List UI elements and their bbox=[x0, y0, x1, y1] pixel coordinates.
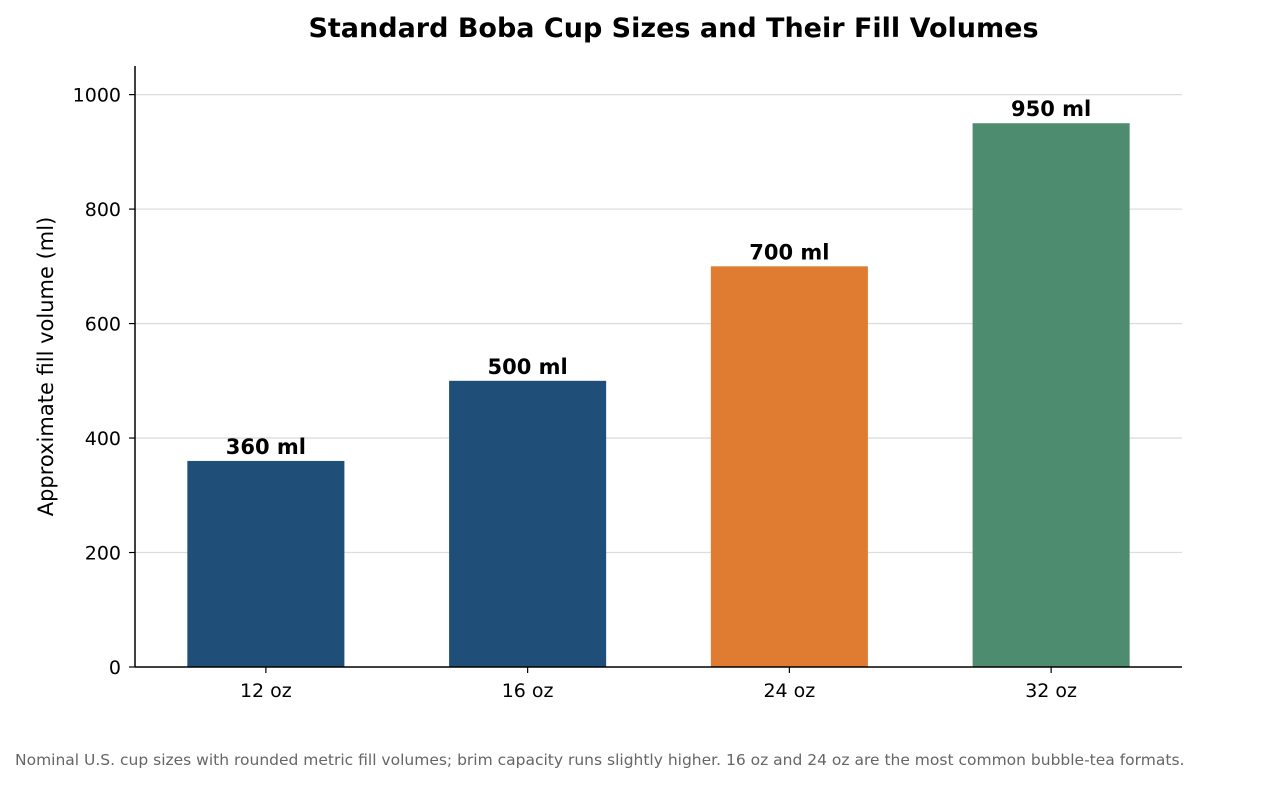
bar-24-oz bbox=[710, 266, 868, 667]
bar-32-oz bbox=[972, 123, 1130, 667]
data-label: 700 ml bbox=[749, 240, 829, 264]
axes: 0 200 400 600 800 1000 12 oz 16 oz 24 oz 32 oz bbox=[73, 66, 1182, 702]
y-tick-label: 0 bbox=[109, 657, 121, 679]
footnote: Nominal U.S. cup sizes with rounded metr… bbox=[15, 751, 1185, 769]
data-label: 500 ml bbox=[488, 355, 568, 379]
y-tick-label: 200 bbox=[85, 543, 121, 565]
x-tick-label: 32 oz bbox=[1025, 680, 1077, 702]
data-labels: 360 ml 500 ml 700 ml 950 ml bbox=[226, 97, 1091, 459]
x-tick-label: 12 oz bbox=[240, 680, 292, 702]
y-tick-label: 800 bbox=[85, 199, 121, 221]
y-tick-label: 1000 bbox=[73, 85, 121, 107]
y-axis-label: Approximate fill volume (ml) bbox=[34, 217, 58, 517]
x-tick-label: 24 oz bbox=[763, 680, 815, 702]
chart-title: Standard Boba Cup Sizes and Their Fill V… bbox=[308, 13, 1038, 44]
y-tick-label: 400 bbox=[85, 428, 121, 450]
data-label: 950 ml bbox=[1011, 97, 1091, 121]
data-label: 360 ml bbox=[226, 435, 306, 459]
y-tick-label: 600 bbox=[85, 314, 121, 336]
bars bbox=[187, 123, 1130, 667]
bar-12-oz bbox=[187, 460, 345, 667]
bar-16-oz bbox=[449, 380, 607, 667]
x-tick-label: 16 oz bbox=[502, 680, 554, 702]
